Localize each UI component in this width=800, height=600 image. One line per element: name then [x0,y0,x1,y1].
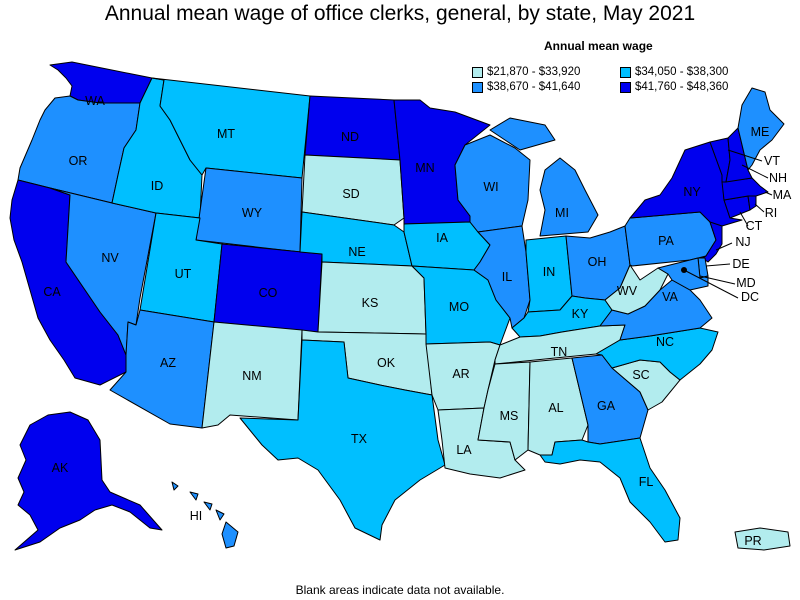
label-ar: AR [452,367,469,381]
legend-swatch-tier-3 [472,81,483,93]
state-shapes [9,61,791,551]
state-tx[interactable] [239,339,446,541]
legend-label-tier-4: $41,760 - $48,360 [635,81,729,93]
label-ks: KS [362,296,379,310]
label-dc: DC [741,290,759,304]
label-ky: KY [572,307,589,321]
state-mi[interactable] [489,117,599,237]
label-me: ME [751,125,770,139]
label-ri: RI [765,206,778,220]
label-va: VA [662,290,678,304]
label-nh: NH [769,171,787,185]
label-sc: SC [632,368,649,382]
label-in: IN [543,265,556,279]
label-or: OR [69,154,88,168]
state-ma[interactable] [721,177,769,201]
label-ma: MA [773,188,792,202]
state-hi[interactable] [171,481,239,549]
legend-swatch-tier-2 [620,66,631,78]
leader-nj [715,242,733,251]
label-vt: VT [764,154,780,168]
state-nj[interactable] [701,221,723,263]
map-title: Annual mean wage of office clerks, gener… [104,2,696,25]
leader-ct [739,211,749,227]
label-ny: NY [683,185,701,199]
state-nd[interactable] [304,95,401,161]
leader-vt [727,149,763,162]
label-de: DE [732,257,749,271]
leader-dc [683,269,739,299]
label-pa: PA [658,234,674,248]
label-mi: MI [555,206,569,220]
legend-item-tier-1: $21,870 - $33,920 [472,66,580,78]
state-pr[interactable] [734,527,791,551]
label-id: ID [151,179,164,193]
label-ct: CT [746,219,763,233]
label-la: LA [456,443,472,457]
legend-swatch-tier-1 [472,66,483,78]
label-tn: TN [551,345,568,359]
legend-swatch-tier-4 [620,81,631,93]
label-mt: MT [217,127,235,141]
state-sd[interactable] [301,154,405,226]
label-hi: HI [190,509,203,523]
state-fl[interactable] [539,437,681,543]
label-fl: FL [639,475,654,489]
label-ca: CA [43,285,61,299]
state-ak[interactable] [14,411,163,551]
dc-marker [681,267,687,273]
label-sd: SD [342,187,359,201]
label-nd: ND [341,130,359,144]
label-wa: WA [85,94,105,108]
leader-lines [683,149,773,299]
leader-nh [741,164,769,179]
label-mo: MO [449,300,469,314]
label-al: AL [548,401,563,415]
label-wy: WY [242,206,263,220]
label-az: AZ [160,356,176,370]
state-wi[interactable] [454,134,531,233]
state-ri[interactable] [747,195,757,211]
label-tx: TX [351,432,368,446]
label-pr: PR [744,534,761,548]
label-ut: UT [175,267,192,281]
label-co: CO [259,286,278,300]
footnote: Blank areas indicate data not available. [295,583,505,597]
label-wv: WV [617,284,638,298]
state-md[interactable] [657,257,709,291]
state-me[interactable] [737,87,785,171]
label-ia: IA [436,231,448,245]
legend-item-tier-2: $34,050 - $38,300 [620,66,728,78]
label-wi: WI [483,180,498,194]
leader-de [705,263,731,267]
label-ok: OK [377,356,396,370]
legend-title: Annual mean wage [544,39,653,53]
leader-ma [764,191,773,196]
state-mt[interactable] [151,77,311,179]
label-nm: NM [242,369,261,383]
label-nc: NC [656,335,674,349]
label-md: MD [736,276,755,290]
label-ga: GA [597,399,616,413]
legend-label-tier-1: $21,870 - $33,920 [487,66,581,78]
label-ms: MS [500,409,519,423]
legend-label-tier-2: $34,050 - $38,300 [635,66,729,78]
label-nv: NV [101,251,119,265]
leader-md [699,275,736,285]
label-mn: MN [415,161,434,175]
state-labels: WA OR CA NV ID MT WY UT AZ CO NM ND SD N… [43,94,792,548]
label-oh: OH [588,255,607,269]
label-ne: NE [348,245,365,259]
label-ak: AK [52,461,69,475]
label-il: IL [502,270,512,284]
label-nj: NJ [735,235,750,249]
legend-item-tier-3: $38,670 - $41,640 [472,81,580,93]
leader-ri [754,203,765,213]
legend-label-tier-3: $38,670 - $41,640 [487,81,581,93]
legend-item-tier-4: $41,760 - $48,360 [620,81,728,93]
